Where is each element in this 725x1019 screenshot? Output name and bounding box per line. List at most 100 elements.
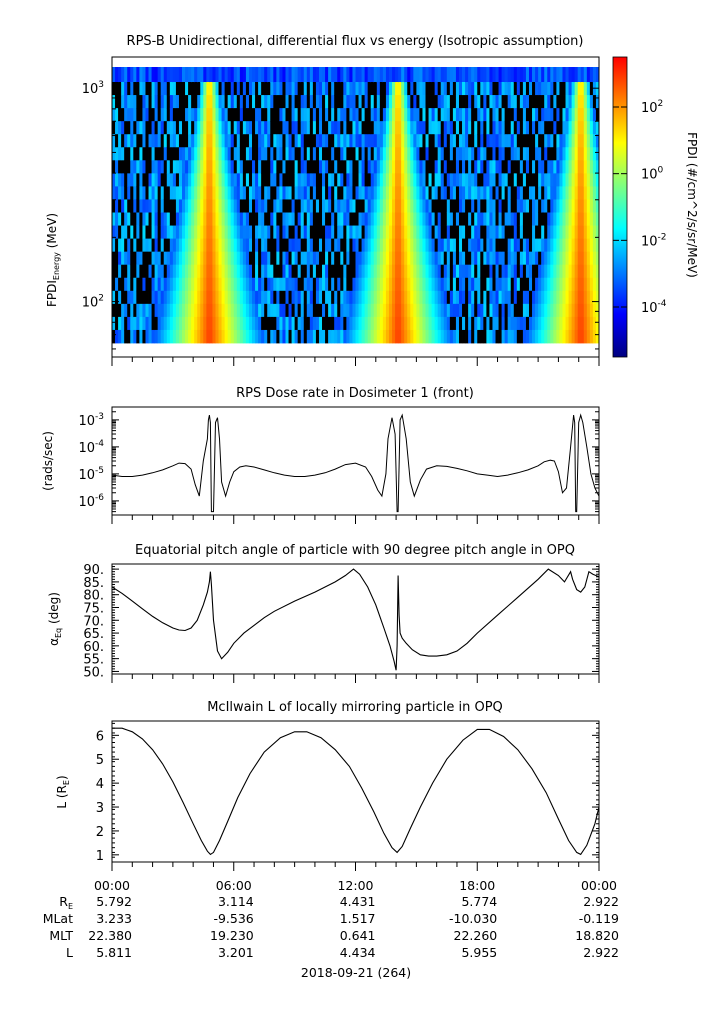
spectrogram-cell — [541, 329, 545, 344]
spectrogram-cell — [282, 147, 286, 161]
spectrogram-cell — [583, 212, 588, 226]
spectrogram-cell — [373, 290, 378, 305]
spectrogram-cell — [580, 67, 585, 83]
spectrogram-cell — [434, 251, 439, 266]
spectrogram-cell — [346, 160, 350, 174]
spectrogram-cell — [233, 199, 238, 213]
spectrogram-cell — [267, 121, 271, 135]
spectrogram-cell — [595, 134, 599, 148]
spectrogram-cell — [538, 316, 542, 331]
spectrogram-cell — [528, 316, 533, 331]
spectrogram-cell — [297, 67, 302, 83]
spectrogram-cell — [465, 303, 469, 318]
spectrogram-cell — [504, 67, 509, 83]
spectrogram-cell — [270, 316, 274, 331]
spectrogram-cell — [361, 251, 366, 266]
spectrogram-cell — [541, 316, 545, 331]
spectrogram-cell — [157, 95, 162, 109]
spectrogram-cell — [157, 238, 162, 253]
spectrogram-cell — [382, 82, 387, 96]
spectrogram-cell — [297, 95, 302, 109]
spectrogram-cell — [346, 147, 350, 161]
spectrogram-cell — [328, 264, 332, 279]
spectrogram-cell — [528, 67, 533, 83]
spectrogram-cell — [203, 251, 207, 266]
spectrogram-cell — [197, 147, 201, 161]
spectrogram-cell — [224, 199, 229, 213]
pitch-y-tick-label: 60. — [83, 640, 104, 655]
spectrogram-cell — [565, 147, 569, 161]
spectrogram-cell — [370, 264, 375, 279]
spectrogram-cell — [346, 225, 350, 239]
spectrogram-cell — [373, 303, 378, 318]
spectrogram-cell — [440, 95, 445, 109]
spectrogram-cell — [492, 199, 496, 213]
spectrogram-cell — [337, 277, 341, 292]
spectrogram-cell — [291, 186, 296, 200]
spectrogram-cell — [264, 277, 268, 292]
dose-y-label: (rads/sec) — [41, 431, 55, 491]
spectrogram-cell — [428, 160, 432, 174]
spectrogram-cell — [343, 264, 347, 279]
spectrogram-cell — [568, 303, 572, 318]
spectrogram-cell — [194, 199, 198, 213]
spectrogram-cell — [331, 329, 335, 344]
spectrogram-cell — [404, 290, 408, 305]
spectrogram-cell — [483, 160, 487, 174]
pitch-y-label-sub: Eq — [54, 628, 63, 638]
spectrogram-cell — [516, 251, 521, 266]
spectrogram-cell — [248, 160, 253, 174]
spectrogram-cell — [218, 329, 222, 344]
spectrogram-cell — [425, 67, 429, 83]
spectrogram-y-tick-label: 103 — [82, 80, 104, 97]
spectrogram-cell — [331, 316, 335, 331]
spectrogram-cell — [522, 277, 527, 292]
spectrogram-cell — [382, 225, 387, 239]
spectrogram-cell — [434, 186, 439, 200]
spectrogram-cell — [130, 134, 134, 148]
spectrogram-cell — [589, 238, 594, 253]
spectrogram-cell — [136, 95, 140, 109]
spectrogram-cell — [322, 173, 326, 187]
spectrogram-cell — [282, 316, 286, 331]
spectrogram-cell — [288, 82, 292, 96]
spectrogram-cell — [568, 173, 572, 187]
spectrogram-cell — [285, 238, 289, 253]
spectrogram-cell — [206, 329, 210, 344]
spectrogram-cell — [118, 82, 122, 96]
spectrogram-cell — [361, 108, 366, 122]
spectrogram-cell — [328, 212, 332, 226]
spectrogram-cell — [215, 173, 219, 187]
spectrogram-cell — [312, 251, 317, 266]
spectrogram-cell — [416, 251, 420, 266]
spectrogram-cell — [583, 277, 588, 292]
dose-panel: RPS Dose rate in Dosimeter 1 (front) 10-… — [41, 386, 600, 516]
spectrogram-cell — [169, 329, 174, 344]
spectrogram-cell — [188, 277, 192, 292]
spectrogram-cell — [501, 199, 506, 213]
spectrogram-cell — [449, 173, 454, 187]
spectrogram-cell — [194, 225, 198, 239]
spectrogram-cell — [325, 67, 329, 83]
spectrogram-cell — [206, 121, 210, 135]
spectrogram-cell — [571, 238, 576, 253]
spectrogram-cell — [495, 186, 499, 200]
spectrogram-cell — [118, 277, 122, 292]
spectrogram-cell — [589, 67, 594, 83]
spectrogram-cell — [458, 82, 463, 96]
spectrogram-cell — [252, 95, 256, 109]
spectrogram-cell — [580, 173, 585, 187]
spectrogram-cell — [145, 316, 149, 331]
spectrogram-cell — [315, 329, 320, 344]
spectrogram-cell — [440, 290, 445, 305]
spectrogram-cell — [446, 316, 451, 331]
spectrogram-cell — [121, 290, 125, 305]
spectrogram-cell — [300, 264, 305, 279]
spectrogram-cell — [455, 225, 460, 239]
spectrogram-cell — [297, 199, 302, 213]
spectrogram-cell — [242, 316, 247, 331]
spectrogram-cell — [507, 212, 512, 226]
spectrogram-cell — [221, 67, 226, 83]
spectrogram-cell — [203, 147, 207, 161]
spectrogram-cell — [425, 186, 429, 200]
